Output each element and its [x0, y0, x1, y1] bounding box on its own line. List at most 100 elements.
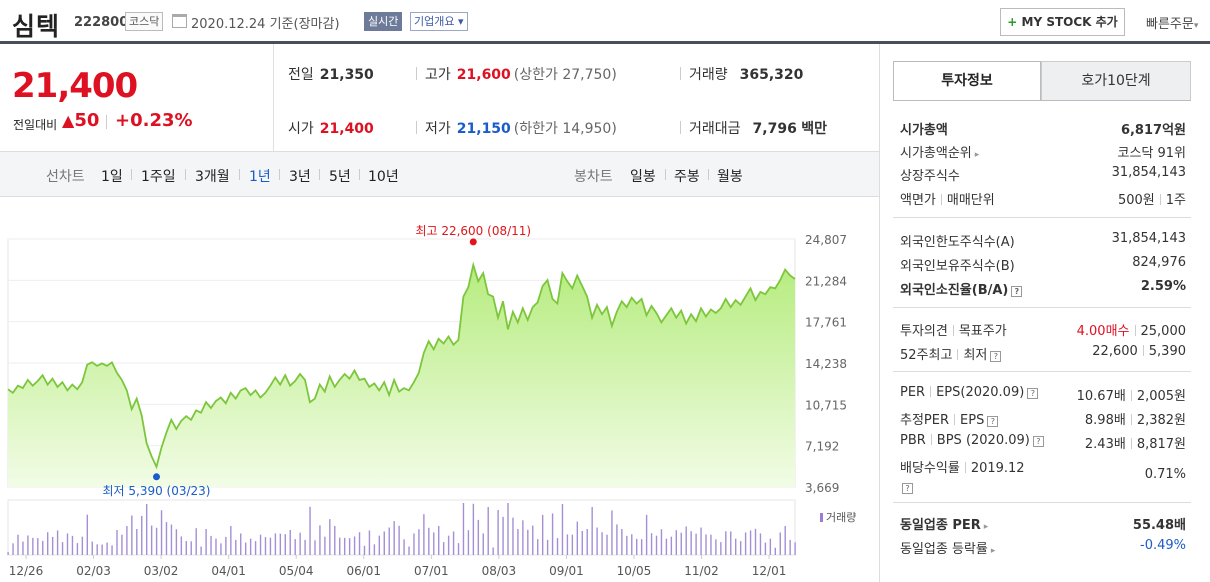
volume-bar — [185, 541, 187, 555]
candle-weekly[interactable]: 주봉 — [674, 169, 700, 185]
volume-bar — [368, 530, 371, 555]
volume-bar — [230, 526, 232, 555]
volume-bar — [358, 532, 361, 555]
volume-bar — [116, 530, 118, 555]
volume-bar — [546, 539, 549, 555]
stat-open: 시가 21,400 — [288, 121, 374, 137]
volume-bar — [413, 533, 415, 555]
help-icon[interactable]: ? — [1011, 286, 1023, 297]
volume-bar — [274, 533, 277, 555]
info-opinion: 투자의견 목표주가 4.00매수 25,000 — [900, 324, 1186, 339]
volume-bar — [131, 515, 133, 555]
change-value: ▲50 — [62, 110, 100, 131]
help-icon[interactable]: ? — [990, 351, 1002, 362]
volume-bar — [769, 538, 772, 555]
candle-daily[interactable]: 일봉 — [630, 169, 656, 185]
volume-bar — [680, 532, 682, 555]
volume-bar — [616, 524, 618, 555]
volume-bar — [576, 521, 579, 555]
volume-bar — [636, 538, 638, 555]
chart-period-bar: 선차트 1일 1주일 3개월 1년 3년 5년 10년 봉차트 일봉 주봉 월봉 — [0, 152, 879, 197]
volume-bar — [606, 534, 608, 555]
volume-bar — [225, 536, 227, 555]
candle-monthly[interactable]: 월봉 — [717, 169, 743, 185]
volume-bar — [12, 543, 14, 555]
volume-bar — [136, 529, 138, 555]
plus-icon: + — [1007, 15, 1018, 29]
volume-bar — [487, 507, 489, 555]
stock-code: 222800 — [74, 15, 129, 30]
volume-bar — [675, 530, 678, 555]
volume-bar — [343, 537, 346, 555]
period-3y[interactable]: 3년 — [289, 169, 311, 185]
corp-info-button[interactable]: 기업개요 ▾ — [410, 12, 468, 31]
tab-quote-10[interactable]: 호가10단계 — [1041, 61, 1191, 101]
volume-bar — [433, 532, 435, 555]
realtime-button[interactable]: 실시간 — [364, 12, 403, 31]
volume-bar — [571, 534, 574, 555]
volume-bar — [81, 536, 84, 555]
tab-invest-info[interactable]: 투자정보 — [893, 61, 1041, 101]
volume-bar — [581, 531, 583, 555]
volume-bar — [96, 544, 98, 555]
volume-bar — [744, 532, 747, 555]
volume-bar — [764, 542, 767, 555]
x-tick-label: 08/03 — [482, 564, 517, 578]
volume-bar — [324, 536, 326, 555]
volume-bar — [626, 535, 628, 555]
volume-bar — [155, 527, 158, 555]
help-icon[interactable]: ? — [1032, 436, 1044, 447]
help-icon[interactable]: ? — [1027, 388, 1039, 399]
info-pbr: PBR BPS (2020.09)? 2.43배 8,817원 — [900, 433, 1186, 452]
volume-bar — [220, 543, 222, 555]
volume-bar — [749, 530, 752, 555]
period-10y[interactable]: 10년 — [368, 169, 399, 185]
volume-bar — [373, 544, 376, 555]
low-annotation: 최저 5,390 (03/23) — [102, 484, 210, 498]
chevron-right-icon: ▸ — [983, 522, 989, 532]
up-arrow-icon: ▲ — [62, 111, 75, 130]
volume-bar — [457, 543, 460, 555]
volume-bar — [106, 542, 108, 555]
volume-bar — [200, 546, 202, 555]
volume-bar — [472, 503, 475, 555]
volume-bar — [170, 524, 173, 555]
volume-bar — [477, 519, 480, 555]
period-5y[interactable]: 5년 — [329, 169, 351, 185]
volume-bar — [556, 538, 559, 555]
quick-order-button[interactable]: 빠른주문▾ — [1146, 17, 1199, 32]
period-1w[interactable]: 1주일 — [141, 169, 176, 185]
volume-bar — [596, 527, 598, 555]
x-tick-label: 07/01 — [414, 564, 449, 578]
period-1y[interactable]: 1년 — [249, 169, 271, 185]
volume-bar — [482, 533, 484, 555]
volume-bar — [71, 535, 74, 555]
help-icon[interactable]: ? — [902, 483, 913, 494]
volume-bar — [76, 543, 79, 555]
candle-chart-label: 봉차트 — [574, 169, 613, 185]
volume-bar — [789, 539, 791, 555]
price-chart: 24,807 21,284 17,761 14,238 10,715 7,192 3,669… — [7, 224, 856, 578]
chevron-down-icon: ▾ — [1193, 21, 1199, 31]
period-1d[interactable]: 1일 — [101, 169, 123, 185]
help-icon[interactable]: ? — [987, 416, 999, 427]
x-tick-label: 12/26 — [9, 564, 44, 578]
add-mystock-button[interactable]: + MY STOCK 추가 — [1000, 8, 1125, 36]
volume-bar — [383, 531, 385, 555]
volume-bar — [269, 537, 272, 555]
volume-bar — [101, 544, 103, 555]
volume-bar — [739, 541, 742, 555]
volume-bar — [304, 539, 306, 555]
volume-bar — [660, 529, 663, 555]
period-3m[interactable]: 3개월 — [195, 169, 230, 185]
volume-bar — [551, 513, 554, 555]
info-par: 액면가 매매단위 500원 1주 — [900, 193, 1186, 208]
y-tick-label: 7,192 — [805, 440, 839, 454]
info-est-per: 추정PER EPS? 8.98배 2,382원 — [900, 413, 1186, 428]
y-tick-label: 17,761 — [805, 316, 847, 330]
market-badge: 코스닥 — [125, 12, 164, 31]
price-area — [8, 264, 795, 487]
volume-bar — [22, 541, 24, 555]
volume-bar — [685, 526, 687, 555]
stock-header: 심텍 222800 코스닥 2020.12.24 기준(장마감) 실시간 기업개… — [0, 0, 1210, 44]
